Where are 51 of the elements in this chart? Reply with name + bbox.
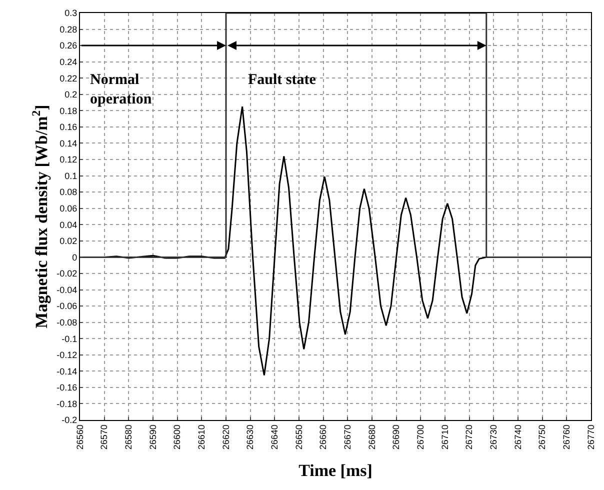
y-tick-label: 0.24 (60, 56, 78, 67)
y-tick-label: -0.16 (56, 382, 78, 393)
y-tick-label: -0.14 (56, 366, 78, 376)
y-tick-label: 0.3 (64, 8, 78, 18)
x-tick-label: 26560 (74, 424, 85, 450)
y-tick-label: 0.26 (60, 40, 78, 51)
y-tick-label: 0.28 (60, 24, 78, 34)
x-tick-label: 26610 (196, 424, 207, 450)
x-tick-label: 26740 (512, 424, 523, 450)
x-tick-label: 26570 (99, 424, 110, 450)
y-tick-label: -0.12 (56, 350, 78, 360)
y-tick-label: 0.1 (64, 170, 78, 181)
x-tick-label: 26750 (537, 424, 548, 450)
y-tick-label: 0.16 (60, 122, 78, 132)
x-tick-label: 26690 (391, 424, 402, 450)
x-tick-label: 26640 (270, 424, 280, 450)
y-tick-label: 0.12 (60, 154, 78, 165)
y-tick-label: 0.18 (60, 106, 78, 116)
x-tick-label: 26630 (245, 424, 256, 450)
y-tick-label: -0.2 (62, 415, 78, 426)
x-tick-label: 26730 (488, 424, 499, 450)
y-tick-label: -0.02 (56, 268, 78, 279)
x-tick-label: 26620 (220, 424, 231, 450)
y-tick-label: 0.04 (60, 220, 78, 230)
y-tick-label: -0.1 (62, 334, 78, 344)
y-tick-label: 0.08 (60, 187, 78, 198)
x-tick-label: 26650 (294, 424, 304, 450)
x-tick-label: 26760 (562, 424, 572, 450)
y-tick-label: -0.04 (56, 284, 78, 295)
y-tick-label: -0.06 (56, 301, 78, 312)
annotation: Fault state (248, 72, 316, 88)
y-tick-label: 0.06 (60, 204, 78, 214)
x-axis-title: Time [ms] (298, 461, 372, 480)
x-tick-label: 26720 (464, 424, 474, 450)
x-tick-label: 26770 (586, 424, 596, 450)
x-tick-label: 26700 (416, 424, 426, 450)
y-tick-label: 0.22 (60, 73, 78, 84)
y-tick-label: -0.18 (56, 398, 78, 409)
x-tick-label: 26680 (366, 424, 377, 450)
x-tick-label: 26670 (342, 424, 353, 450)
x-tick-label: 26600 (172, 424, 182, 450)
annotation: Normal operation (90, 72, 152, 108)
y-tick-label: 0.2 (64, 90, 78, 100)
x-tick-label: 26660 (318, 424, 328, 450)
y-tick-label: -0.08 (56, 317, 78, 328)
x-tick-label: 26580 (124, 424, 134, 450)
y-tick-label: 0.14 (60, 138, 78, 148)
x-tick-label: 26590 (148, 424, 158, 450)
x-tick-label: 26710 (440, 424, 450, 450)
y-tick-label: 0.02 (60, 236, 78, 246)
y-tick-label: 0 (72, 252, 78, 262)
